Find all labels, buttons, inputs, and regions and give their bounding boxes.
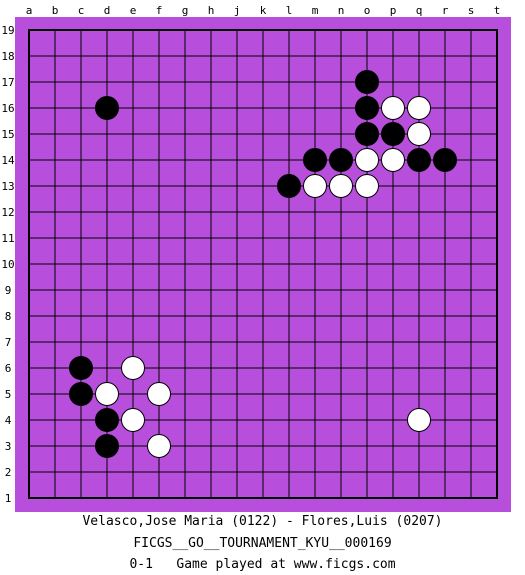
column-label: l — [286, 4, 293, 17]
column-label: q — [416, 4, 423, 17]
row-label: 18 — [1, 50, 14, 63]
go-board: a b c d e f g h j k l m n o p q r s t191817161514131211109… — [1, 4, 511, 512]
white-stone — [329, 174, 353, 198]
row-label: 14 — [1, 154, 15, 167]
column-label: o — [364, 4, 371, 17]
row-label: 15 — [1, 128, 14, 141]
row-label: 11 — [1, 232, 14, 245]
row-label: 5 — [5, 388, 12, 401]
coordinate-labels: a b c d e f g h j k l m n o p q r s t191817161514131211109… — [1, 4, 500, 505]
white-stone — [407, 122, 431, 146]
white-stone — [355, 148, 379, 172]
row-label: 13 — [1, 180, 14, 193]
tournament-line: FICGS__GO__TOURNAMENT_KYU__000169 — [133, 536, 392, 551]
black-stone — [303, 148, 327, 172]
black-stone — [95, 96, 119, 120]
black-stone — [355, 70, 379, 94]
row-label: 19 — [1, 24, 14, 37]
row-label: 1 — [5, 492, 12, 505]
stones-layer — [69, 70, 457, 458]
white-stone — [303, 174, 327, 198]
column-label: r — [442, 4, 449, 17]
row-label: 16 — [1, 102, 14, 115]
white-stone — [381, 148, 405, 172]
black-stone — [329, 148, 353, 172]
row-label: 8 — [5, 310, 12, 323]
row-label: 6 — [5, 362, 12, 375]
column-label: s — [468, 4, 475, 17]
column-label: a — [26, 4, 33, 17]
white-stone — [147, 382, 171, 406]
black-stone — [407, 148, 431, 172]
row-label: 4 — [5, 414, 12, 427]
column-label: n — [338, 4, 345, 17]
row-label: 2 — [5, 466, 12, 479]
black-stone — [433, 148, 457, 172]
result-line: 0-1 Game played at www.ficgs.com — [129, 557, 396, 572]
black-stone — [277, 174, 301, 198]
white-stone — [381, 96, 405, 120]
row-label: 3 — [5, 440, 12, 453]
white-stone — [95, 382, 119, 406]
white-stone — [407, 408, 431, 432]
white-stone — [121, 408, 145, 432]
column-label: f — [156, 4, 163, 17]
black-stone — [95, 408, 119, 432]
row-label: 12 — [1, 206, 14, 219]
column-label: m — [312, 4, 319, 17]
column-label: g — [182, 4, 189, 17]
black-stone — [355, 122, 379, 146]
black-stone — [355, 96, 379, 120]
row-label: 17 — [1, 76, 14, 89]
column-label: t — [494, 4, 501, 17]
row-label: 9 — [5, 284, 12, 297]
white-stone — [355, 174, 379, 198]
white-stone — [121, 356, 145, 380]
column-label: j — [234, 4, 241, 17]
column-label: k — [260, 4, 267, 17]
white-stone — [147, 434, 171, 458]
column-label: c — [78, 4, 85, 17]
row-label: 7 — [5, 336, 12, 349]
column-label: h — [208, 4, 215, 17]
column-label: b — [52, 4, 59, 17]
column-label: e — [130, 4, 137, 17]
row-label: 10 — [1, 258, 14, 271]
black-stone — [69, 356, 93, 380]
players-line: Velasco,Jose Maria (0122) - Flores,Luis … — [82, 514, 443, 529]
white-stone — [407, 96, 431, 120]
column-label: d — [104, 4, 111, 17]
black-stone — [381, 122, 405, 146]
black-stone — [69, 382, 93, 406]
column-label: p — [390, 4, 397, 17]
black-stone — [95, 434, 119, 458]
